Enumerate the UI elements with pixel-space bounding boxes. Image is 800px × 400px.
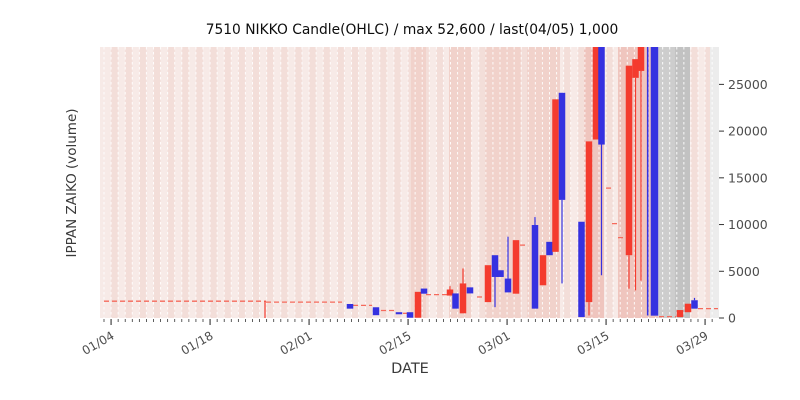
candle-body-blue	[406, 312, 414, 318]
candle-body-red	[512, 240, 520, 294]
candle-body-red	[637, 47, 645, 71]
x-tick-label: 02/15	[377, 328, 414, 357]
candle-body-red	[676, 310, 684, 318]
y-tick-label: 5000	[728, 264, 760, 279]
band-gray2	[675, 47, 690, 318]
y-tick-label: 10000	[728, 217, 768, 232]
candle-body-red	[552, 99, 559, 252]
candle-body-blue	[578, 221, 585, 318]
candle-body-red	[446, 289, 454, 296]
y-tick-label: 0	[728, 311, 736, 326]
daily-gridlines	[103, 47, 713, 318]
x-tick-label: 03/29	[674, 328, 711, 357]
candle-body-blue	[646, 47, 649, 316]
candle-body-blue	[650, 47, 659, 316]
candle-body-blue	[466, 287, 474, 294]
y-axis-ticks: 0 5000 10000 15000 20000 25000	[719, 77, 768, 326]
close-dashed-line	[104, 187, 718, 318]
candle-body-red	[539, 255, 547, 286]
candle-body-blue	[558, 92, 566, 200]
band-dark1	[449, 47, 471, 318]
candle-body-blue	[598, 47, 605, 145]
candle-body-red	[585, 141, 593, 303]
x-tick-label: 01/18	[179, 328, 216, 357]
y-tick-label: 15000	[728, 170, 768, 185]
candle-body-blue	[452, 293, 459, 309]
candle-body-red	[632, 59, 639, 78]
candle-body-red	[459, 283, 467, 314]
y-tick-label: 20000	[728, 124, 768, 139]
x-tick-label: 01/04	[80, 328, 117, 357]
band-gray1	[658, 47, 675, 318]
candle-body-blue	[531, 225, 539, 309]
candle-body-red	[484, 265, 492, 303]
candle-body-blue	[497, 270, 504, 277]
x-tick-label: 03/15	[575, 328, 612, 357]
x-axis-label: DATE	[391, 361, 429, 377]
candle-body-blue	[420, 288, 428, 294]
candle-body-blue	[346, 303, 354, 309]
chart-title: 7510 NIKKO Candle(OHLC) / max 52,600 / l…	[206, 22, 619, 38]
y-tick-label: 25000	[728, 77, 768, 92]
candle-body-blue	[372, 307, 380, 316]
band-dark1	[411, 47, 426, 318]
candle-body-blue	[546, 241, 553, 256]
candle-body-blue	[491, 255, 499, 277]
candle-body-red	[592, 47, 600, 140]
x-tick-label: 02/01	[278, 328, 315, 357]
candle-body-red	[684, 303, 692, 313]
x-axis-ticks: 01/04 01/18 02/01 02/15 03/01 03/15 03/29	[80, 319, 713, 358]
ohlc-candles	[346, 47, 698, 318]
candle-body-red	[414, 291, 422, 318]
candle-body-blue	[504, 278, 512, 293]
candle-body-red	[625, 65, 633, 256]
candle-body-blue	[395, 312, 403, 315]
candle-body-blue	[691, 300, 698, 309]
x-tick-label: 03/01	[476, 328, 513, 357]
band-edge	[710, 47, 719, 318]
y-axis-label: IPPAN ZAIKO (volume)	[64, 108, 80, 257]
